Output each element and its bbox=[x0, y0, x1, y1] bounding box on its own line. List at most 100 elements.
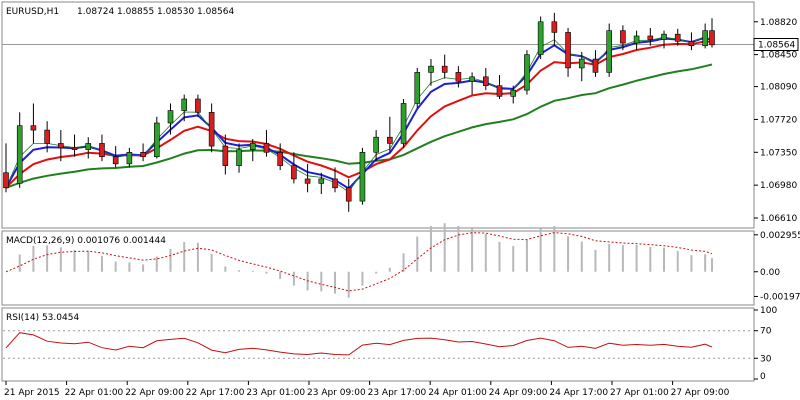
macd-signal-line bbox=[5, 232, 713, 292]
bull-candle-body bbox=[126, 151, 133, 165]
chart-symbol: EURUSD,H1 bbox=[6, 7, 59, 17]
time-tick-label: 23 Apr 01:00 bbox=[246, 388, 305, 398]
bear-candle-body bbox=[483, 76, 489, 86]
macd-tick-label: -0.001976 bbox=[760, 292, 800, 302]
rsi-panel-frame bbox=[1, 307, 755, 382]
price-panel-frame bbox=[1, 1, 755, 229]
bull-candle-body bbox=[537, 21, 544, 55]
bull-candle-body bbox=[702, 30, 708, 47]
bear-candle-body bbox=[71, 147, 78, 150]
price-tick-label: 1.06610 bbox=[760, 214, 797, 224]
time-tick-label: 24 Apr 01:00 bbox=[428, 388, 487, 398]
bear-candle-body bbox=[620, 30, 626, 44]
bear-candle-body bbox=[688, 40, 695, 47]
rsi-tick-label: 30 bbox=[760, 354, 772, 364]
price-axis: 1.08820 1.08450 1.08090 1.07720 1.07350 1.069… bbox=[753, 18, 799, 224]
bull-candle-body bbox=[249, 143, 256, 150]
bear-candle-body bbox=[222, 145, 229, 166]
bear-candle-body bbox=[30, 125, 37, 131]
time-tick-label: 22 Apr 01:00 bbox=[65, 388, 124, 398]
bull-candle-body bbox=[400, 103, 407, 144]
price-tick-label: 1.07350 bbox=[760, 148, 797, 158]
header-low: 1.08530 bbox=[157, 7, 194, 17]
bear-candle-body bbox=[592, 58, 599, 73]
price-tick-label: 1.08820 bbox=[760, 18, 797, 28]
current-price-label: 1.08564 bbox=[758, 40, 795, 50]
ma-blue-line bbox=[5, 36, 713, 190]
header-open: 1.08724 bbox=[77, 7, 114, 17]
bull-candle-body bbox=[153, 122, 160, 158]
bear-candle-body bbox=[345, 187, 352, 202]
rsi-panel: 100 70 30 0 bbox=[3, 306, 777, 382]
bear-candle-body bbox=[208, 112, 215, 147]
bear-candle-body bbox=[3, 172, 9, 189]
bull-candle-body bbox=[414, 72, 421, 104]
macd-panel-frame bbox=[1, 230, 755, 306]
bear-candle-body bbox=[647, 35, 654, 40]
time-tick-label: 22 Apr 17:00 bbox=[186, 388, 245, 398]
bull-candle-body bbox=[16, 125, 23, 184]
bear-candle-body bbox=[674, 33, 681, 42]
bear-candle-body bbox=[112, 156, 119, 165]
bear-candle-body bbox=[496, 85, 503, 97]
current-price-box bbox=[753, 37, 799, 51]
bear-candle-body bbox=[441, 65, 448, 73]
time-tick-label: 23 Apr 17:00 bbox=[368, 388, 427, 398]
rsi-tick-label: 70 bbox=[760, 327, 772, 337]
macd-tick-label: 0.00 bbox=[760, 268, 780, 278]
bear-candle-body bbox=[140, 151, 146, 158]
rsi-tick-label: 100 bbox=[760, 306, 777, 316]
moving-averages bbox=[5, 36, 713, 193]
bull-candle-body bbox=[373, 136, 379, 153]
bear-candle-body bbox=[99, 143, 105, 158]
time-tick-label: 23 Apr 09:00 bbox=[307, 388, 366, 398]
bear-candle-body bbox=[551, 21, 558, 33]
price-tick-label: 1.07720 bbox=[760, 115, 797, 125]
bull-candle-body bbox=[181, 98, 188, 111]
bear-candle-body bbox=[455, 72, 462, 82]
bear-candle-body bbox=[44, 129, 50, 144]
bull-candle-body bbox=[469, 76, 475, 82]
bull-candle-body bbox=[428, 65, 434, 73]
time-tick-label: 27 Apr 01:00 bbox=[610, 388, 669, 398]
bear-candle-body bbox=[709, 30, 715, 46]
bull-candle-body bbox=[633, 35, 640, 44]
bull-candle-body bbox=[661, 33, 667, 40]
time-tick-label: 21 Apr 2015 bbox=[4, 388, 60, 398]
rsi-line bbox=[5, 332, 713, 356]
bull-candle-body bbox=[236, 149, 242, 166]
bull-candle-body bbox=[318, 178, 325, 184]
price-tick-label: 1.08450 bbox=[760, 51, 797, 61]
time-tick-label: 22 Apr 09:00 bbox=[125, 388, 184, 398]
price-tick-label: 1.06980 bbox=[760, 181, 797, 191]
bear-candle-body bbox=[304, 178, 311, 184]
bull-candle-body bbox=[510, 89, 517, 97]
header-high: 1.08855 bbox=[117, 7, 154, 17]
time-tick-label: 27 Apr 09:00 bbox=[671, 388, 730, 398]
macd-label: MACD(12,26,9) 0.001076 0.001444 bbox=[6, 236, 166, 246]
bear-candle-body bbox=[291, 165, 297, 180]
bear-candle-body bbox=[332, 178, 338, 189]
bull-candle-body bbox=[85, 143, 92, 150]
bear-candle-body bbox=[387, 136, 393, 144]
bear-candle-body bbox=[263, 143, 270, 153]
macd-tick-label: 0.002955 bbox=[760, 231, 800, 241]
rsi-tick-label: 0 bbox=[760, 372, 766, 382]
bull-candle-body bbox=[606, 30, 612, 73]
time-tick-label: 24 Apr 09:00 bbox=[489, 388, 548, 398]
header-close: 1.08564 bbox=[197, 7, 234, 17]
candles-group bbox=[3, 12, 715, 212]
bull-candle-body bbox=[167, 110, 174, 124]
bear-candle-body bbox=[277, 151, 283, 166]
time-axis: 21 Apr 2015 22 Apr 01:00 22 Apr 09:00 22 Ap… bbox=[4, 381, 730, 398]
bull-candle-body bbox=[578, 58, 585, 69]
bull-candle-body bbox=[524, 54, 530, 91]
price-tick-label: 1.08090 bbox=[760, 83, 797, 93]
ma-red-line bbox=[5, 40, 713, 189]
ma-green-line bbox=[5, 63, 713, 189]
bear-candle-body bbox=[58, 143, 64, 149]
macd-panel: 0.002955 0.00 -0.001976 bbox=[5, 223, 800, 302]
bull-candle-body bbox=[359, 151, 366, 202]
